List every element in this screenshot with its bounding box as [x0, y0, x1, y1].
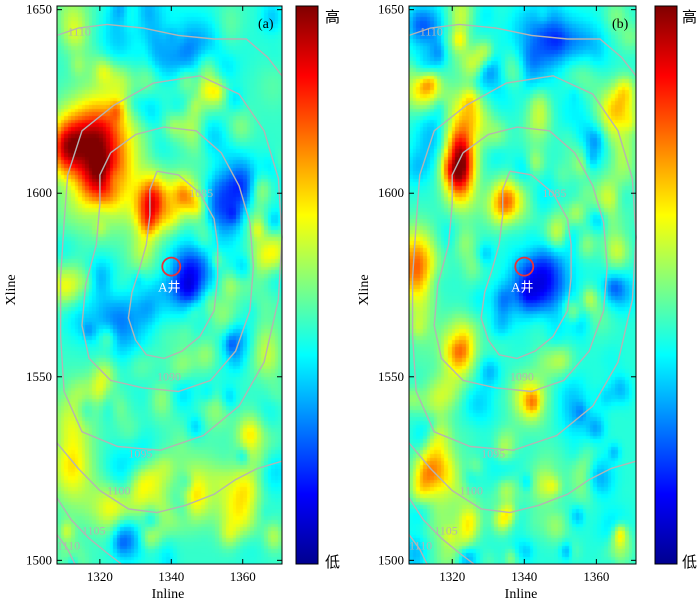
y-tick-label: 1550 — [26, 369, 52, 384]
colorbar-top-label-a: 高 — [325, 9, 340, 26]
contour-line-1110-a — [56, 534, 76, 565]
x-tick-label: 1340 — [511, 569, 537, 584]
contour-label-1095-b: 1095 — [481, 447, 505, 461]
well-circle-a — [161, 256, 182, 277]
colorbar-a — [295, 5, 319, 565]
plot-frame-a — [56, 5, 283, 565]
contour-line-1110-b — [408, 534, 428, 565]
x-tick-label: 1320 — [439, 569, 465, 584]
contour-line-1095-a — [59, 75, 283, 451]
contour-label-1105-b: 1105 — [434, 524, 458, 538]
x-axis-label-a: Inline — [152, 587, 185, 602]
y-tick-label: 1500 — [26, 552, 52, 567]
y-tick-label: 1600 — [378, 185, 404, 200]
contour-label-1110-b: 1110 — [420, 24, 443, 38]
contour-label-1110-b: 1110 — [409, 538, 432, 552]
x-tick-label: 1320 — [87, 569, 113, 584]
x-axis-ticks-a: 1320 1340 1360 — [87, 6, 256, 584]
contour-label-1090-a: 1090 — [157, 369, 181, 383]
well-circle-b — [514, 256, 535, 277]
y-tick-label: 1650 — [26, 2, 52, 17]
well-marker-b: A井 — [511, 256, 535, 295]
x-tick-label: 1360 — [230, 569, 256, 584]
contour-label-1100-b: 1100 — [459, 483, 483, 497]
contour-line-1105-a — [56, 497, 122, 565]
contour-label-1100-a: 1100 — [107, 483, 131, 497]
contour-line-1090-b — [433, 126, 608, 393]
contour-line-1110-b — [408, 23, 637, 77]
y-tick-label: 1600 — [26, 185, 52, 200]
contour-label-1090-b: 1090 — [510, 369, 534, 383]
contour-line-1100-b — [408, 442, 637, 514]
contour-label-1085-b: 1085 — [542, 186, 566, 200]
contour-label-1085-a: 1085 — [189, 186, 213, 200]
contour-line-1095-b — [411, 75, 637, 451]
contour-line-1110-a — [56, 23, 283, 77]
x-axis-label-b: Inline — [505, 587, 538, 602]
colorbar-bottom-label-b: 低 — [682, 554, 697, 571]
well-marker-a: A井 — [158, 256, 182, 295]
colorbar-top-label-b: 高 — [682, 9, 697, 26]
panel-label-b: (b) — [612, 17, 629, 32]
contour-line-1085-a — [127, 170, 219, 360]
contour-label-1105-a: 1105 — [82, 524, 106, 538]
x-tick-label: 1340 — [158, 569, 184, 584]
y-tick-label: 1500 — [378, 552, 404, 567]
colorbar-b — [654, 5, 678, 565]
heatmap-b-holder — [409, 6, 636, 564]
y-axis-ticks-a: 1500 1550 1600 1650 — [26, 2, 282, 567]
colorbar-bottom-label-a: 低 — [325, 554, 340, 571]
x-tick-label: 1360 — [583, 569, 609, 584]
y-axis-label-b: Xline — [357, 274, 372, 305]
well-label-a: A井 — [158, 280, 180, 295]
x-axis-ticks-b: 1320 1340 1360 — [439, 6, 609, 584]
contour-line-1100-a — [56, 442, 283, 514]
y-tick-label: 1650 — [378, 2, 404, 17]
contour-line-1085-b — [480, 170, 572, 360]
heatmap-a-holder — [57, 6, 282, 564]
contour-label-1110-a: 1110 — [68, 24, 91, 38]
well-label-b: A井 — [511, 280, 533, 295]
y-axis-ticks-b: 1500 1550 1600 1650 — [378, 2, 636, 567]
plot-frame-b — [408, 5, 637, 565]
contour-label-1095-a: 1095 — [128, 447, 152, 461]
y-tick-label: 1550 — [378, 369, 404, 384]
contour-line-1090-a — [81, 126, 255, 393]
contour-label-1110-a: 1110 — [57, 538, 80, 552]
panel-label-a: (a) — [258, 17, 274, 32]
contour-line-1105-b — [408, 497, 475, 565]
y-axis-label-a: Xline — [4, 274, 19, 305]
